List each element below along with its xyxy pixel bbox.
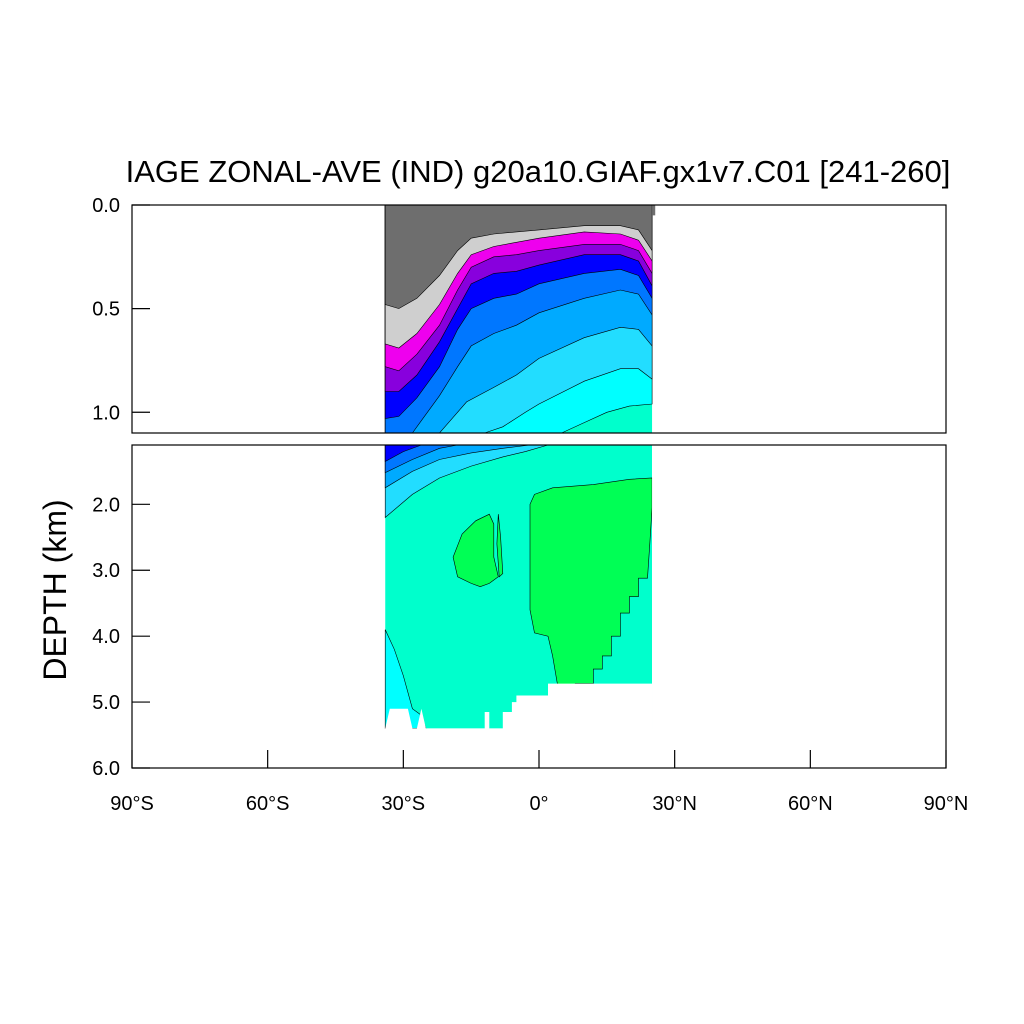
y-tick-label: 0.5	[92, 299, 120, 321]
region-core-west	[452, 513, 499, 588]
contour-band-level_1	[384, 204, 653, 309]
y-tick-label: 5.0	[92, 692, 120, 714]
x-tick-label: 30°S	[382, 793, 426, 815]
bottom-panel	[131, 444, 947, 769]
top-edge-tab	[652, 205, 656, 216]
x-tick-label: 90°N	[924, 793, 969, 815]
x-tick-label: 30°N	[652, 793, 697, 815]
axes: 90°S 60°S 30°S 0° 30°N 60°N 90°N 0.0 0.5 1.0 2.0 3.…	[92, 195, 968, 815]
region-core-sliver	[496, 514, 504, 578]
y-tick-label: 6.0	[92, 758, 120, 780]
y-tick-label: 1.0	[92, 402, 120, 424]
x-tick-label: 60°N	[788, 793, 833, 815]
top-panel-fills	[384, 204, 656, 434]
x-tick-label: 60°S	[246, 793, 290, 815]
bottom-panel-fills	[384, 444, 946, 768]
chart-title: IAGE ZONAL-AVE (IND) g20a10.GIAF.gx1v7.C…	[126, 154, 951, 189]
y-tick-label: 3.0	[92, 560, 120, 582]
top-panel	[131, 204, 947, 434]
y-tick-label: 0.0	[92, 195, 120, 217]
y-tick-label: 2.0	[92, 494, 120, 516]
x-tick-label: 0°	[529, 793, 548, 815]
y-tick-label: 4.0	[92, 626, 120, 648]
x-tick-label: 90°S	[110, 793, 154, 815]
y-axis-label: DEPTH (km)	[37, 499, 73, 680]
east-mask	[652, 445, 946, 768]
top-panel-frame	[131, 204, 947, 434]
seafloor-mask	[385, 683, 653, 768]
